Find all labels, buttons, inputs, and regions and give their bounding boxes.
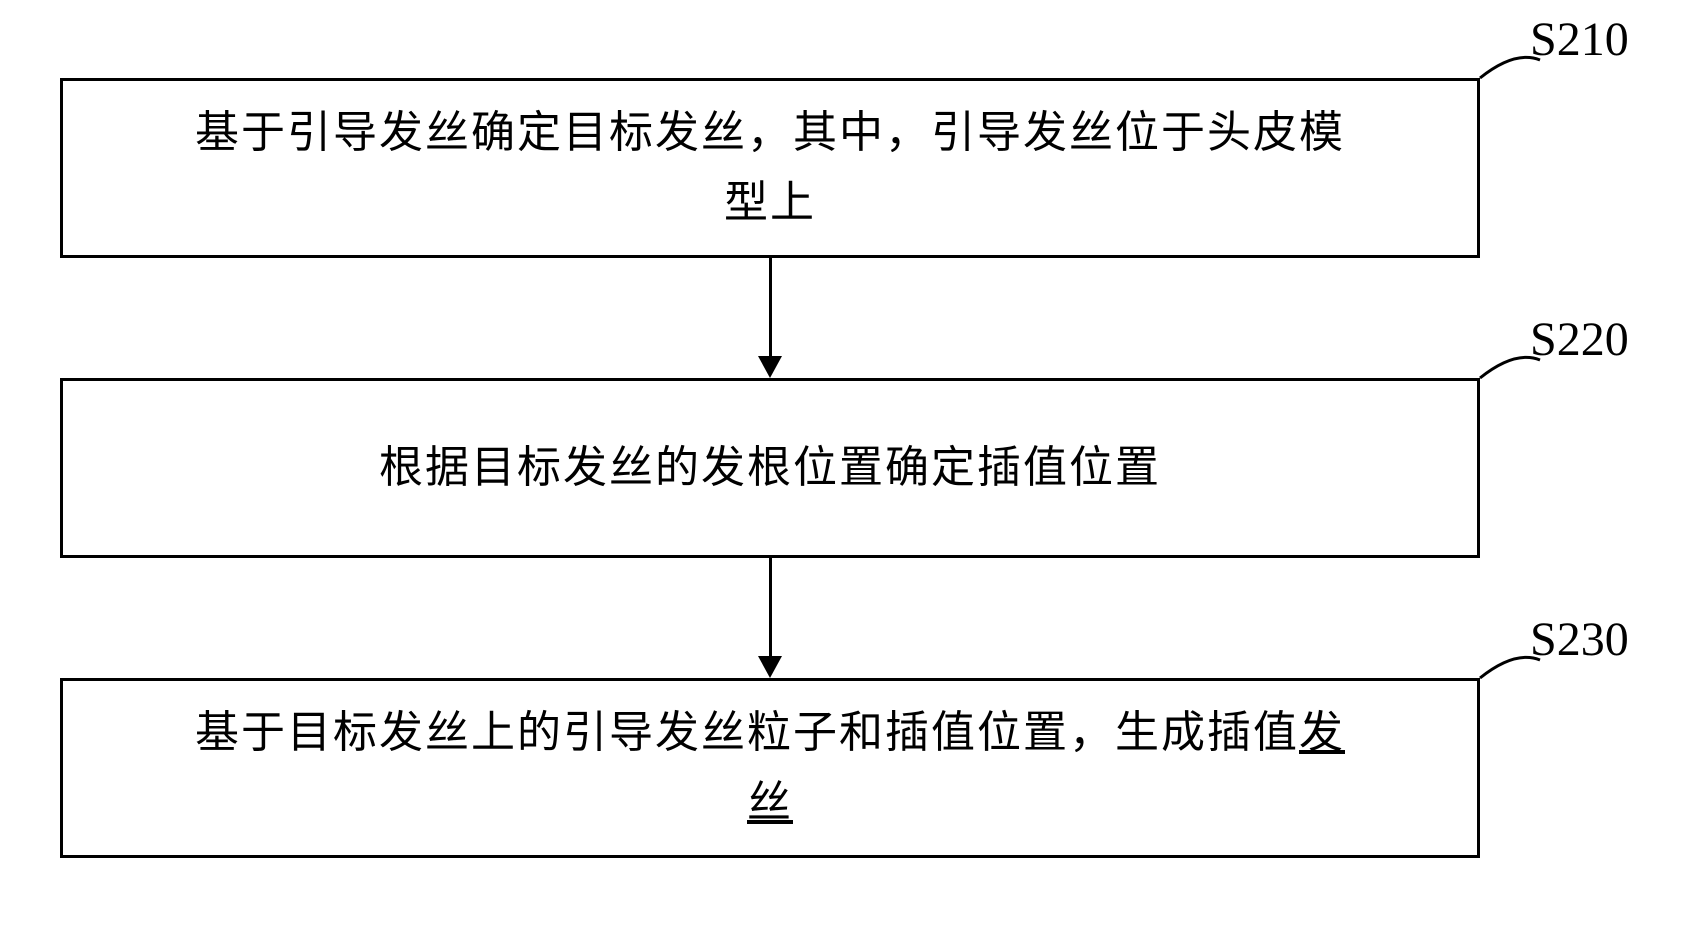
arrow-head-s210-s220 [758,356,782,378]
step-text-s210: 基于引导发丝确定目标发丝，其中，引导发丝位于头皮模 型上 [195,98,1345,239]
flowchart-canvas: 基于引导发丝确定目标发丝，其中，引导发丝位于头皮模 型上 S210 根据目标发丝… [0,0,1706,938]
arrow-s210-s220 [769,258,772,356]
step-box-s230: 基于目标发丝上的引导发丝粒子和插值位置，生成插值发丝 [60,678,1480,858]
step-label-s220: S220 [1530,312,1629,367]
step-label-s230: S230 [1530,612,1629,667]
step-box-s220: 根据目标发丝的发根位置确定插值位置 [60,378,1480,558]
step-box-s210: 基于引导发丝确定目标发丝，其中，引导发丝位于头皮模 型上 [60,78,1480,258]
arrow-head-s220-s230 [758,656,782,678]
step-text-s220: 根据目标发丝的发根位置确定插值位置 [379,433,1161,503]
arrow-s220-s230 [769,558,772,656]
step-text-s230: 基于目标发丝上的引导发丝粒子和插值位置，生成插值发丝 [195,698,1345,839]
step-label-s210: S210 [1530,12,1629,67]
